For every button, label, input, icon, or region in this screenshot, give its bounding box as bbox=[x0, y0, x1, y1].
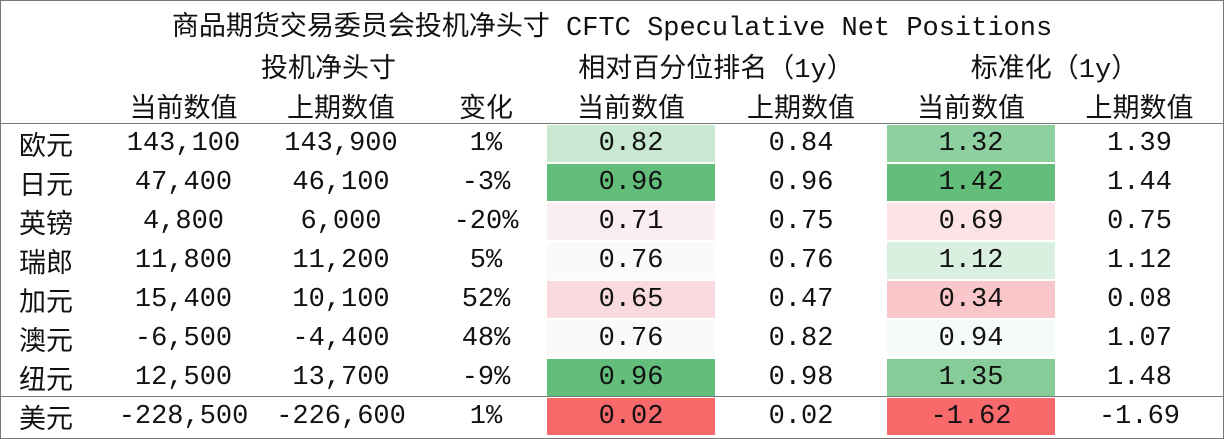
cell: 0.65 bbox=[547, 281, 715, 318]
column-header: 上期数值 bbox=[287, 96, 395, 126]
title: 商品期货交易委员会投机净头寸 CFTC Speculative Net Posi… bbox=[171, 14, 1053, 44]
cell: 0.76 bbox=[547, 242, 715, 279]
cell: 6,000 bbox=[300, 206, 382, 237]
cell: -1.62 bbox=[887, 398, 1055, 435]
row-label: 澳元 bbox=[19, 328, 73, 359]
cell: 0.75 bbox=[768, 206, 834, 237]
row-label: 美元 bbox=[19, 406, 73, 437]
cell: 52% bbox=[461, 284, 511, 315]
cell: 11,200 bbox=[292, 245, 390, 276]
cell: 1% bbox=[469, 401, 503, 432]
cell: 5% bbox=[469, 245, 503, 276]
cell: 47,400 bbox=[134, 167, 233, 198]
cell: 0.82 bbox=[547, 125, 715, 162]
column-header: 当前数值 bbox=[129, 96, 238, 126]
cell: 1.32 bbox=[887, 125, 1055, 162]
column-header: 当前数值 bbox=[577, 96, 685, 126]
cell: 1.48 bbox=[1107, 362, 1172, 393]
cell: 1.39 bbox=[1107, 128, 1172, 159]
column-header: 上期数值 bbox=[747, 96, 855, 126]
cell: 1% bbox=[469, 128, 503, 159]
cell: 46,100 bbox=[292, 167, 390, 198]
cell: 0.47 bbox=[768, 284, 834, 315]
cell: 15,400 bbox=[134, 284, 233, 315]
cell: -3% bbox=[461, 167, 511, 198]
cell: -228,500 bbox=[118, 401, 249, 432]
cell: 0.96 bbox=[547, 359, 715, 396]
cell: 0.02 bbox=[768, 401, 834, 432]
cell: 0.82 bbox=[768, 323, 834, 354]
cell: -226,600 bbox=[276, 401, 406, 432]
cell: 1.07 bbox=[1107, 323, 1172, 354]
cell: 0.08 bbox=[1107, 284, 1172, 315]
row-label: 英镑 bbox=[19, 211, 73, 242]
cell: 0.94 bbox=[887, 320, 1055, 357]
cell: 1.12 bbox=[887, 242, 1055, 279]
rule bbox=[1, 123, 1223, 124]
cell: 1.44 bbox=[1107, 167, 1172, 198]
cell: 12,500 bbox=[134, 362, 233, 393]
cell: -20% bbox=[453, 206, 519, 237]
cell: -4,400 bbox=[292, 323, 390, 354]
cell: 1.12 bbox=[1107, 245, 1172, 276]
cell: 0.71 bbox=[547, 203, 715, 240]
row-label: 欧元 bbox=[19, 133, 73, 164]
cell: -9% bbox=[461, 362, 511, 393]
cell: -1.69 bbox=[1098, 401, 1180, 432]
cell: 1.35 bbox=[887, 359, 1055, 396]
cell: 143,100 bbox=[126, 128, 241, 159]
cell: 0.34 bbox=[887, 281, 1055, 318]
row-label: 加元 bbox=[19, 289, 73, 320]
cell: 0.96 bbox=[547, 164, 715, 201]
cell: 4,800 bbox=[142, 206, 224, 237]
cell: 0.98 bbox=[768, 362, 834, 393]
cell: 0.02 bbox=[547, 398, 715, 435]
column-header: 上期数值 bbox=[1085, 96, 1194, 126]
cell: 0.76 bbox=[547, 320, 715, 357]
cell: 10,100 bbox=[292, 284, 390, 315]
group-header: 相对百分位排名（1y） bbox=[578, 56, 854, 86]
cell: 0.76 bbox=[768, 245, 834, 276]
row-label: 日元 bbox=[19, 172, 73, 203]
cell: 143,900 bbox=[284, 128, 398, 159]
row-label: 瑞郎 bbox=[19, 250, 73, 281]
column-header: 变化 bbox=[459, 96, 513, 126]
cell: 0.96 bbox=[768, 167, 834, 198]
cell: 0.84 bbox=[768, 128, 834, 159]
cell: 13,700 bbox=[292, 362, 390, 393]
cell: 0.69 bbox=[887, 203, 1055, 240]
group-header: 投机净头寸 bbox=[261, 56, 396, 86]
cell: 1.42 bbox=[887, 164, 1055, 201]
group-header: 标准化（1y） bbox=[970, 56, 1139, 86]
row-label: 纽元 bbox=[19, 367, 73, 398]
rule bbox=[1, 396, 1223, 397]
cell: 48% bbox=[461, 323, 511, 354]
column-header: 当前数值 bbox=[917, 96, 1025, 126]
cell: 11,800 bbox=[134, 245, 233, 276]
cell: 0.75 bbox=[1107, 206, 1172, 237]
cell: -6,500 bbox=[134, 323, 233, 354]
